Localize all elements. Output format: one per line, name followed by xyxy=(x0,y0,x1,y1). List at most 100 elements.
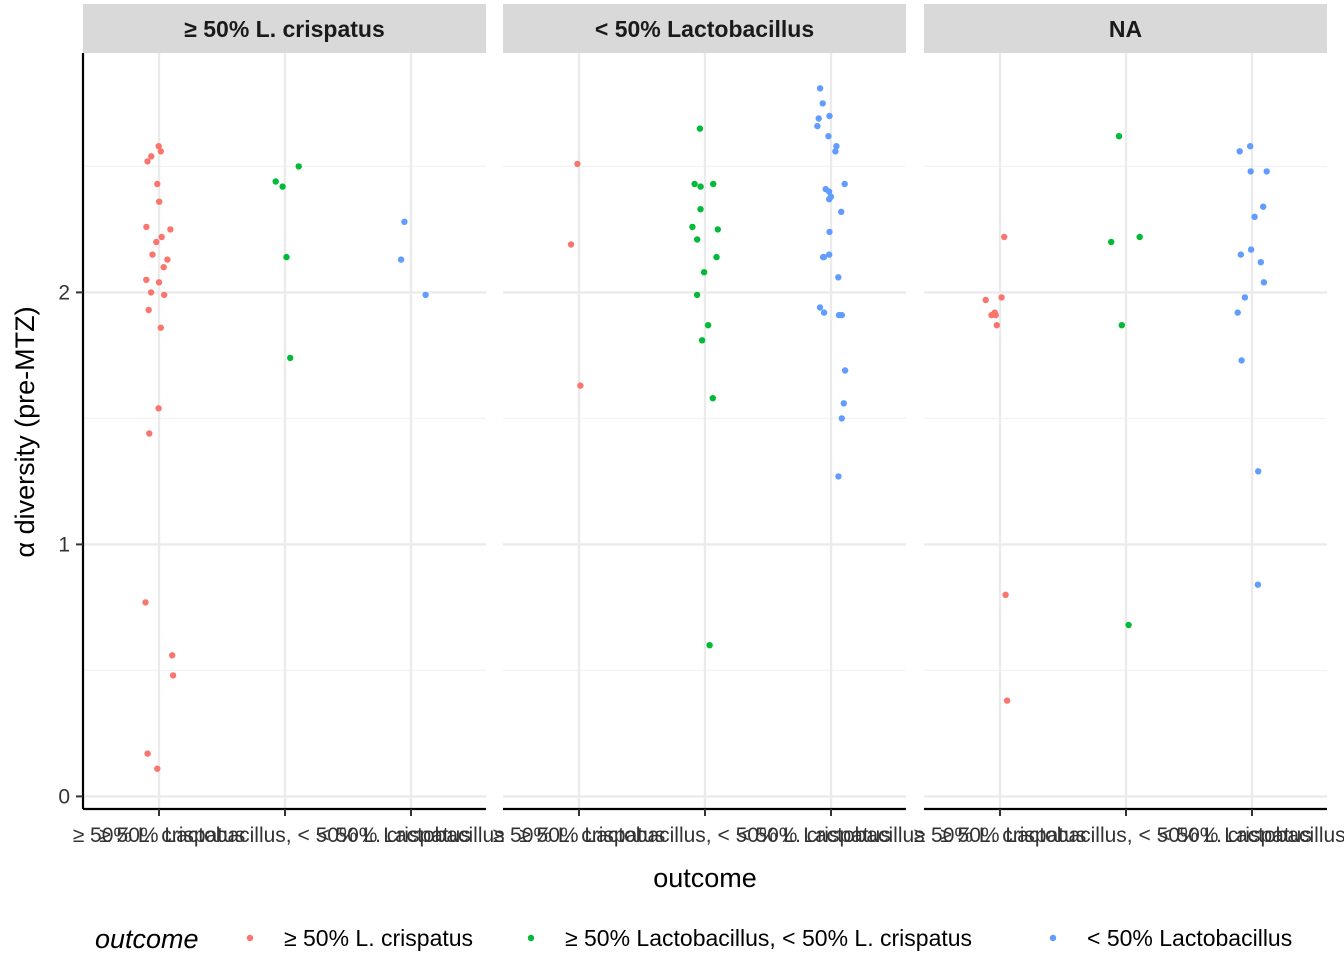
legend-entry: < 50% Lactobacillus xyxy=(1049,925,1292,951)
data-point xyxy=(820,309,828,316)
x-tick-label: ≥ 50% L. crispatus xyxy=(73,824,246,847)
data-point xyxy=(841,180,848,188)
data-point xyxy=(169,672,177,679)
facet-panel: NA ≥ 50% L. crispatus≥ 50% Lactobacillus,… xyxy=(914,4,1344,847)
data-point xyxy=(295,163,302,170)
data-point xyxy=(835,473,842,480)
facet-strip xyxy=(83,4,486,53)
data-point xyxy=(1002,591,1009,598)
data-point xyxy=(156,198,163,205)
data-point xyxy=(826,112,833,120)
data-point xyxy=(1236,148,1243,155)
data-point xyxy=(1255,468,1262,475)
data-point xyxy=(167,226,174,233)
data-point xyxy=(697,206,704,213)
data-point xyxy=(422,291,429,299)
y-tick-label: 0 xyxy=(58,785,70,808)
data-point xyxy=(835,274,842,281)
legend-label: ≥ 50% Lactobacillus, < 50% L. crispatus xyxy=(565,925,972,951)
data-point xyxy=(1237,251,1245,258)
data-point xyxy=(697,183,704,190)
x-tick-label: ≥ 50% L. crispatus xyxy=(914,824,1087,847)
data-point xyxy=(1260,279,1268,286)
data-point xyxy=(154,765,161,772)
data-point xyxy=(148,153,155,160)
legend-label: < 50% Lactobacillus xyxy=(1087,925,1292,951)
data-point xyxy=(1136,233,1143,241)
data-point xyxy=(826,251,833,258)
data-point xyxy=(146,430,153,437)
data-point xyxy=(700,269,708,276)
data-point xyxy=(1003,697,1011,704)
data-point xyxy=(832,148,839,155)
x-tick-label: ≥ 50% Lactobacillus, < 50% L. crispatus xyxy=(519,824,891,847)
legend-key xyxy=(527,934,535,942)
x-tick-label: ≥ 50% L. crispatus xyxy=(493,824,666,847)
facet-strip xyxy=(924,4,1327,53)
data-point xyxy=(1115,133,1123,140)
data-point xyxy=(816,85,824,92)
data-point xyxy=(840,400,847,407)
data-point xyxy=(689,223,696,231)
data-point xyxy=(272,178,279,185)
data-point xyxy=(1108,238,1115,246)
y-tick-label: 1 xyxy=(58,533,70,556)
data-point xyxy=(826,228,833,236)
data-point xyxy=(147,289,155,296)
data-point xyxy=(815,115,822,122)
data-point xyxy=(164,256,171,263)
data-point xyxy=(287,354,294,362)
data-point xyxy=(982,296,989,304)
data-point xyxy=(143,276,150,283)
data-point xyxy=(694,236,701,243)
x-tick-label: < 50% Lactobacillus xyxy=(1158,824,1344,847)
data-point xyxy=(826,196,833,203)
data-point xyxy=(397,256,405,263)
data-point xyxy=(698,337,706,344)
data-point xyxy=(814,122,821,130)
facet-strip xyxy=(503,4,906,53)
data-point xyxy=(704,322,712,329)
data-point xyxy=(160,264,167,271)
data-point xyxy=(1251,213,1258,220)
data-point xyxy=(819,253,827,261)
y-axis: 0 1 2 xyxy=(58,53,85,809)
data-point xyxy=(825,188,833,195)
data-point xyxy=(691,180,698,188)
data-point xyxy=(157,324,164,331)
data-point xyxy=(1234,309,1241,316)
data-point xyxy=(154,180,161,188)
data-point xyxy=(706,642,713,649)
data-point xyxy=(693,291,701,299)
data-point xyxy=(401,218,408,225)
y-axis-title: α diversity (pre-MTZ) xyxy=(10,306,40,557)
legend-label: ≥ 50% L. crispatus xyxy=(284,925,473,951)
data-point xyxy=(1247,246,1255,253)
data-point xyxy=(169,652,176,659)
facet-panels: ≥ 50% L. crispatus≥ 50% L. crispatus≥ 50… xyxy=(73,4,1344,847)
data-point xyxy=(993,322,1000,329)
facet-strip-label: ≥ 50% L. crispatus xyxy=(184,16,385,42)
data-point xyxy=(153,238,160,246)
data-point xyxy=(1263,168,1270,175)
data-point xyxy=(145,306,152,314)
x-axis-title: outcome xyxy=(653,863,757,893)
x-tick-label: < 50% Lactobacillus xyxy=(317,824,504,847)
data-point xyxy=(155,405,162,412)
data-point xyxy=(998,294,1005,301)
data-point xyxy=(841,367,849,374)
data-point xyxy=(1125,621,1132,629)
data-point xyxy=(1257,259,1265,266)
legend-key xyxy=(1049,934,1057,942)
data-point xyxy=(833,143,840,150)
data-point xyxy=(157,148,164,155)
data-point xyxy=(144,158,151,165)
x-tick-label: ≥ 50% Lactobacillus, < 50% L. crispatus xyxy=(940,824,1312,847)
y-tick-label: 2 xyxy=(58,281,70,304)
data-point xyxy=(838,311,845,319)
data-point xyxy=(713,253,720,261)
facet-panel: < 50% Lactobacillus ≥ 50% L. crispatus≥ 5… xyxy=(493,4,925,847)
data-point xyxy=(1241,294,1249,301)
data-point xyxy=(283,253,290,261)
